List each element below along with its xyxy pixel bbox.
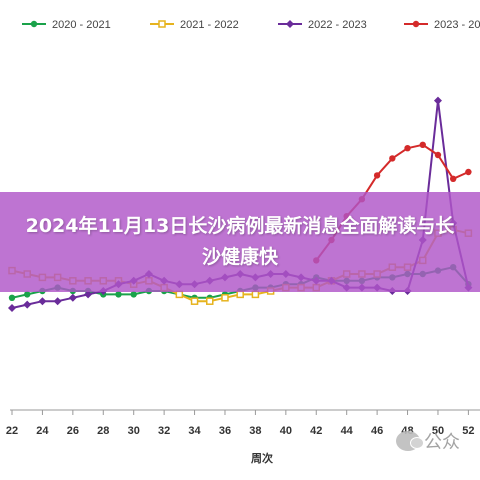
- legend-item: 2020 - 2021: [22, 19, 111, 31]
- legend-label: 2021 - 2022: [180, 19, 239, 31]
- legend-swatch-marker: [158, 20, 166, 28]
- data-point: [236, 290, 244, 299]
- legend-item: 2023 - 2024: [404, 19, 480, 31]
- data-point: [24, 291, 31, 298]
- data-point: [53, 297, 62, 306]
- x-axis-label: 周次: [251, 451, 273, 465]
- legend-swatch-marker: [30, 20, 38, 28]
- data-point: [68, 293, 77, 302]
- data-point: [84, 290, 93, 299]
- data-point: [465, 168, 472, 176]
- x-tick-label: 30: [128, 425, 140, 437]
- watermark: 公众: [396, 428, 460, 454]
- x-tick-label: 50: [432, 425, 444, 437]
- x-tick-label: 32: [158, 425, 170, 437]
- legend-label: 2022 - 2023: [308, 19, 367, 31]
- legend-item: 2022 - 2023: [278, 19, 367, 31]
- legend-item: 2021 - 2022: [150, 19, 239, 31]
- banner-title: 2024年11月13日长沙病例最新消息全面解读与长沙健康快: [25, 215, 455, 268]
- data-point: [251, 290, 260, 299]
- x-tick-label: 40: [280, 425, 292, 437]
- x-tick-label: 34: [188, 425, 201, 437]
- data-point: [115, 291, 122, 298]
- x-tick-label: 36: [219, 425, 231, 437]
- x-tick-label: 22: [6, 425, 18, 437]
- x-tick-label: 38: [249, 425, 261, 437]
- legend-swatch-marker: [286, 20, 294, 28]
- x-tick-label: 26: [67, 425, 79, 437]
- legend-label: 2023 - 2024: [434, 19, 480, 31]
- data-point: [449, 175, 457, 182]
- data-point: [434, 151, 442, 159]
- x-axis-ticks: 22242628303234363840424446485052: [6, 410, 475, 437]
- data-point: [8, 294, 16, 301]
- data-point: [221, 294, 229, 302]
- x-tick-label: 24: [36, 425, 49, 437]
- data-point: [373, 172, 381, 179]
- data-point: [190, 297, 199, 305]
- watermark-text: 公众: [424, 432, 460, 453]
- data-point: [433, 96, 442, 105]
- x-tick-label: 52: [462, 425, 474, 437]
- legend-swatch-marker: [412, 20, 420, 28]
- data-point: [23, 300, 32, 309]
- x-tick-label: 42: [310, 425, 322, 437]
- data-point: [38, 297, 47, 306]
- chart-legend: 2020 - 2021 2021 - 2022 2022 - 2023 2023 - …: [22, 19, 480, 31]
- title-banner: 2024年11月13日长沙病例最新消息全面解读与长沙健康快: [0, 192, 480, 292]
- data-point: [419, 141, 426, 148]
- x-tick-label: 28: [97, 425, 109, 437]
- x-tick-label: 46: [371, 425, 383, 437]
- wechat-icon: [396, 431, 424, 451]
- x-tick-label: 44: [341, 425, 354, 437]
- legend-label: 2020 - 2021: [52, 19, 111, 31]
- data-point: [206, 297, 214, 305]
- data-point: [130, 291, 137, 298]
- data-point: [389, 155, 396, 162]
- data-point: [8, 304, 16, 312]
- data-point: [404, 145, 411, 152]
- data-point: [175, 290, 184, 299]
